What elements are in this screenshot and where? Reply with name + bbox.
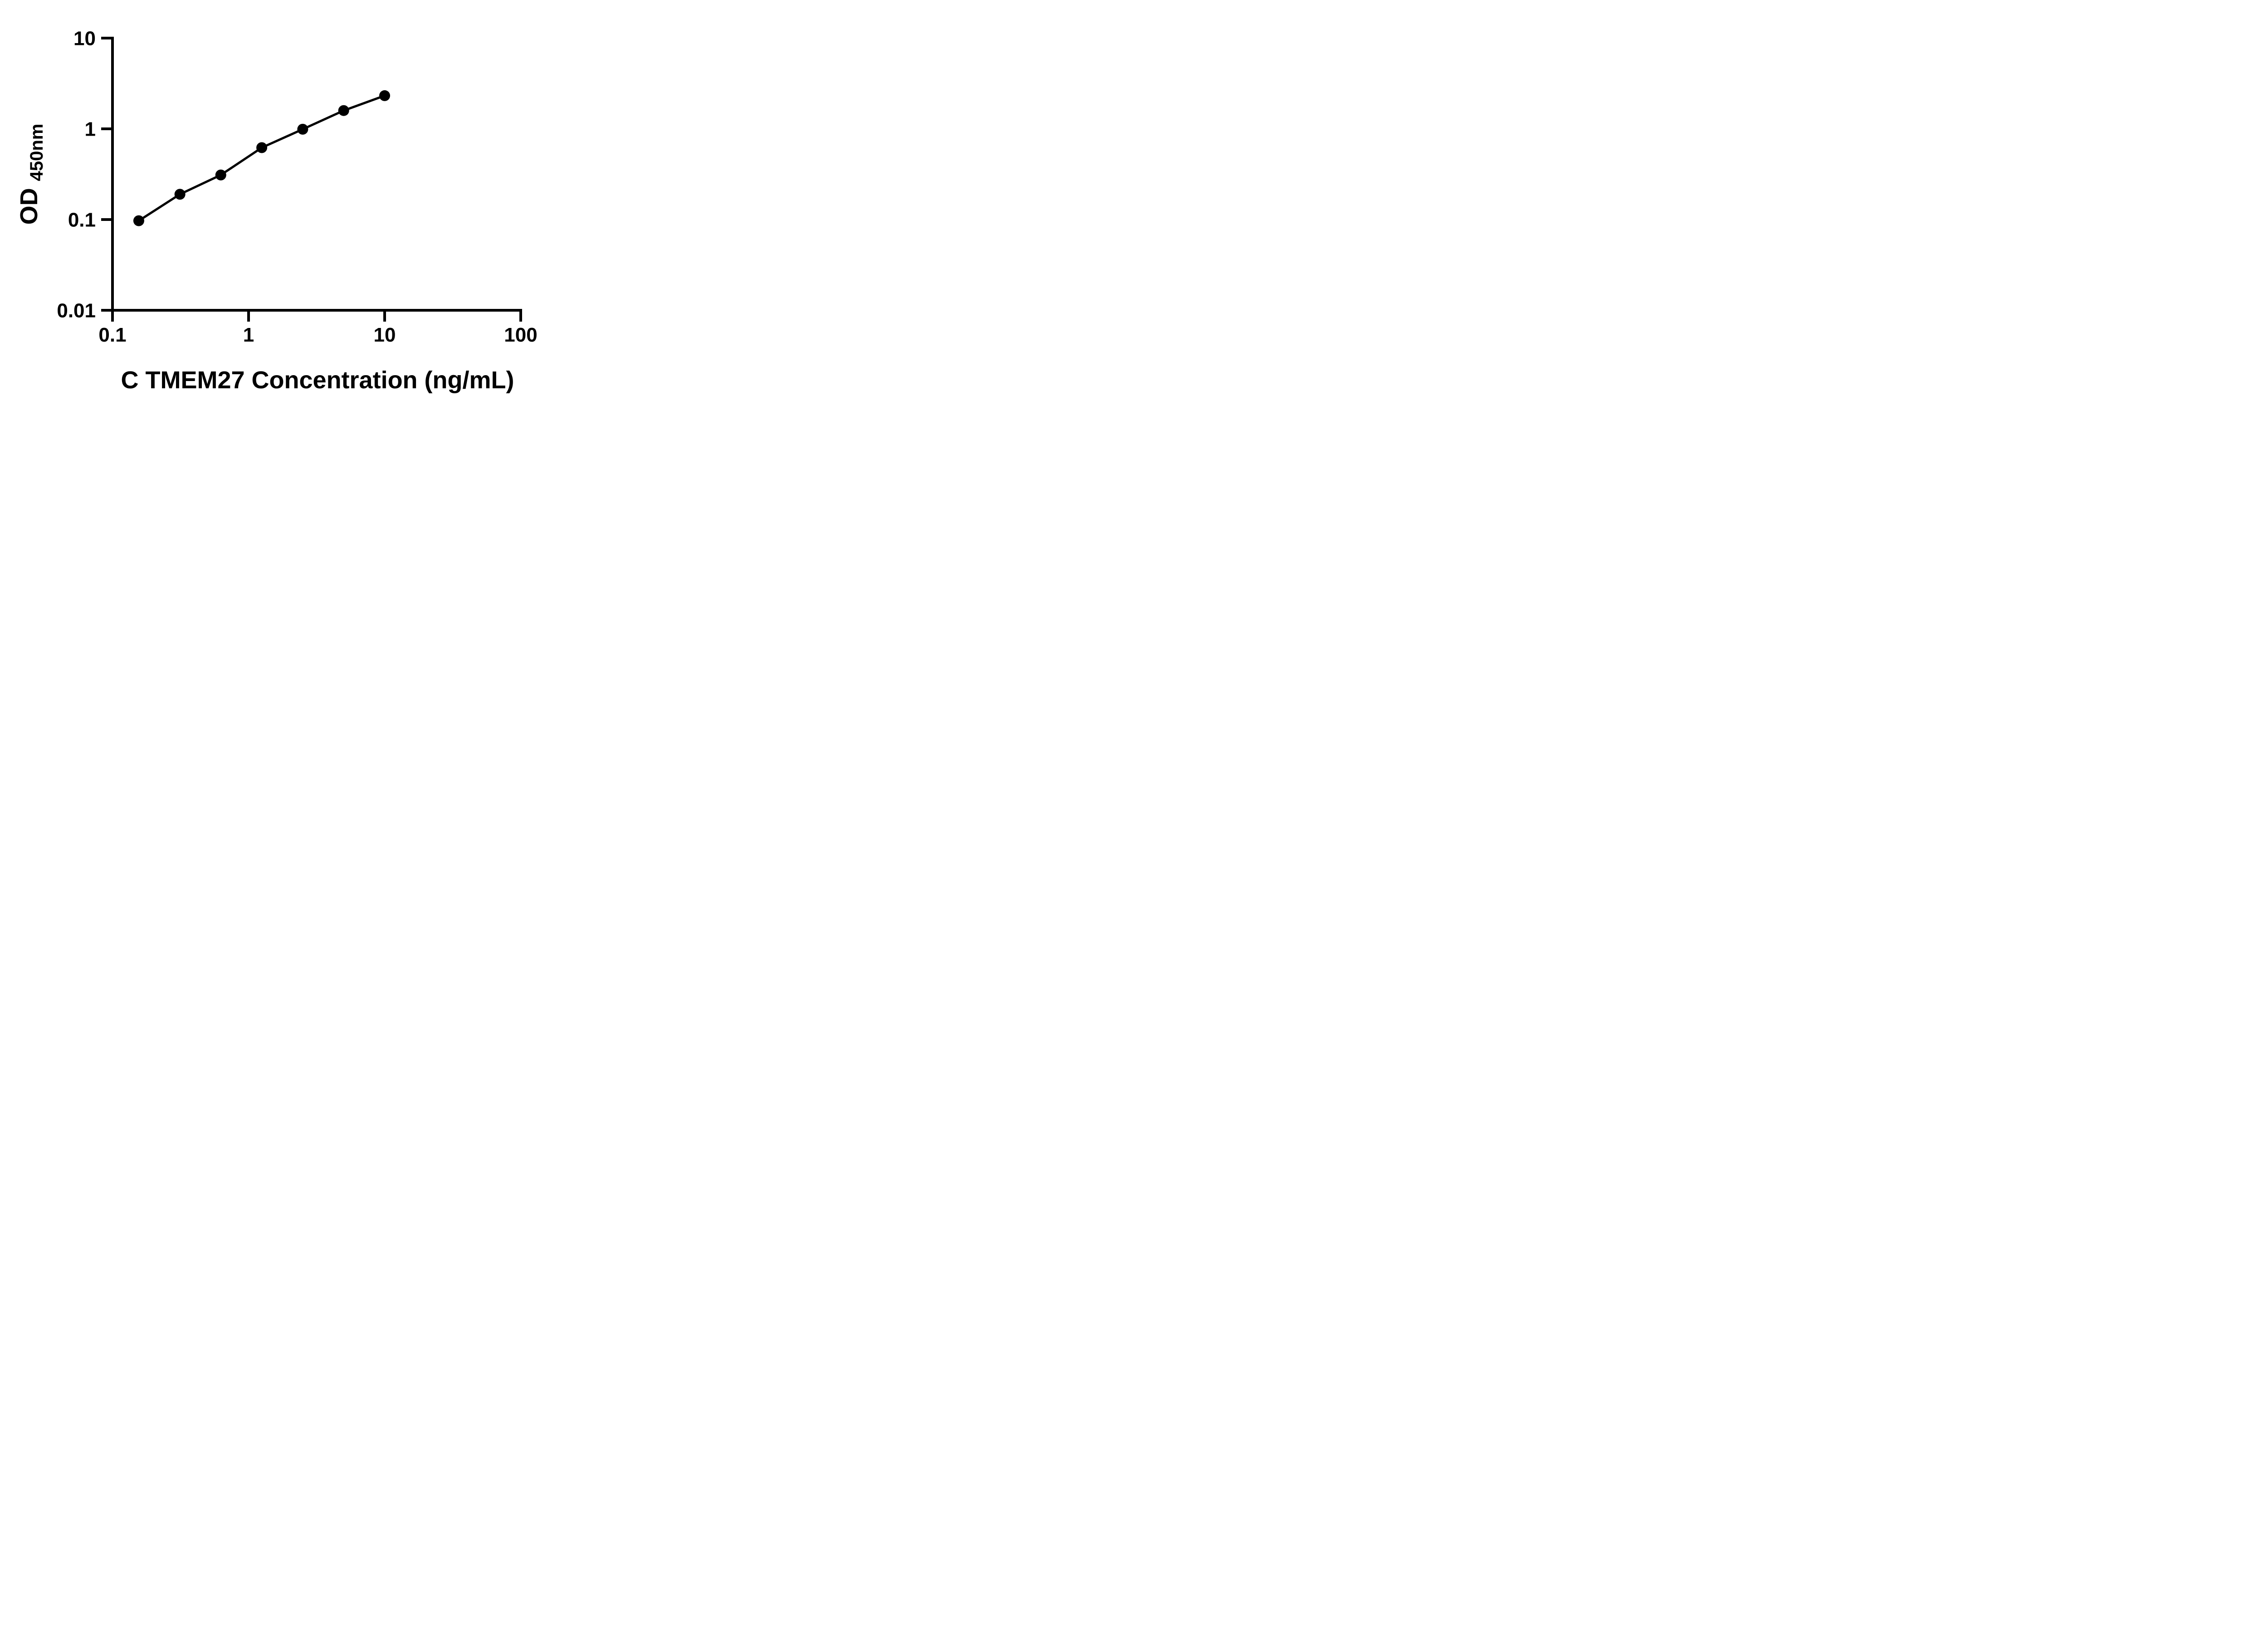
x-axis-ticks: 0.1 1 10 100 <box>98 312 538 346</box>
data-point <box>256 142 268 153</box>
data-point <box>174 189 186 200</box>
data-point <box>297 123 308 135</box>
y-tick-label: 0.01 <box>57 299 96 322</box>
y-axis-title: OD 450nm <box>15 124 47 225</box>
curve-line <box>137 94 386 222</box>
y-axis-title-sub: 450nm <box>27 124 47 181</box>
y-axis-title-main: OD <box>15 188 43 225</box>
data-point <box>379 90 390 101</box>
axes <box>111 37 522 312</box>
y-tick-label: 1 <box>85 118 96 140</box>
y-tick-label: 0.1 <box>68 209 96 231</box>
x-tick-label: 100 <box>504 324 537 346</box>
x-axis-title: C TMEM27 Concentration (ng/mL) <box>121 367 514 394</box>
y-tick-label: 10 <box>73 27 96 49</box>
x-tick-label: 1 <box>243 324 254 346</box>
data-series <box>133 90 390 226</box>
x-tick-label: 10 <box>374 324 396 346</box>
data-point <box>133 215 144 226</box>
x-tick-label: 0.1 <box>98 324 126 346</box>
elisa-standard-curve-figure: 10 1 0.1 0.01 0.1 1 10 100 C TMEM27 Concentrat… <box>0 0 583 408</box>
data-point <box>215 169 226 181</box>
y-axis-ticks: 10 1 0.1 0.01 <box>57 27 111 322</box>
data-point <box>338 105 349 116</box>
